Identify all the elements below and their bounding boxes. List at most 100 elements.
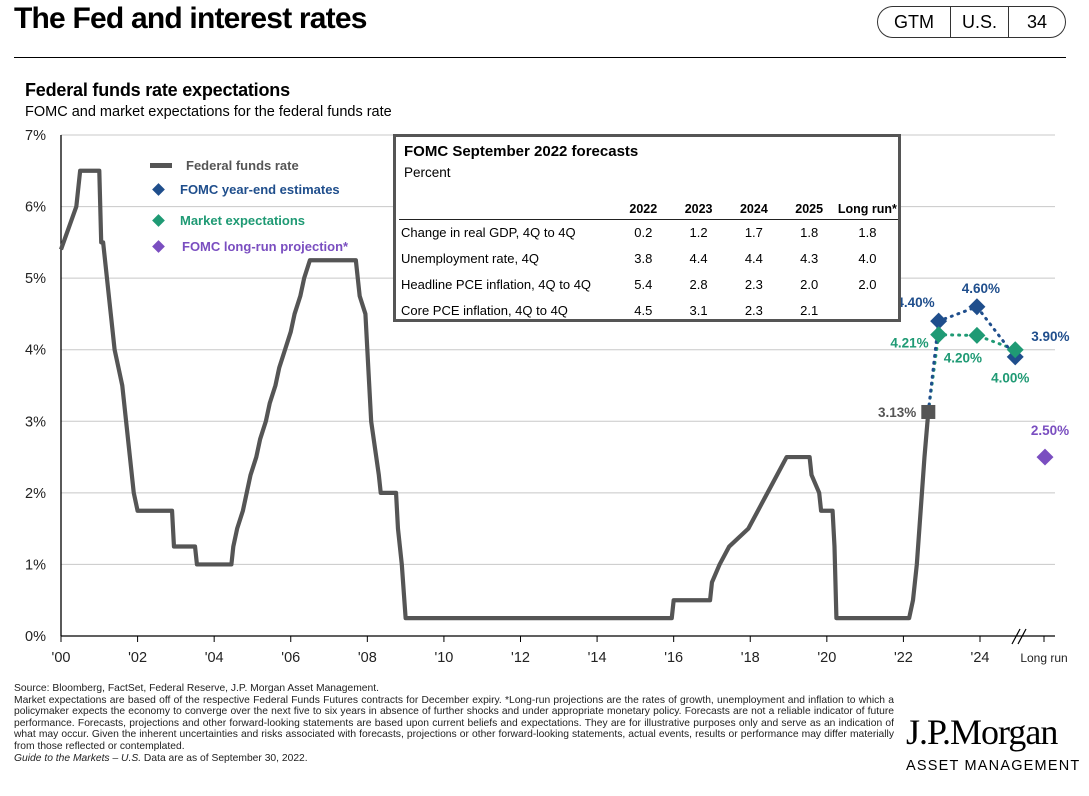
fomc-estimate-marker: [968, 298, 986, 316]
table-cell: 4.4: [744, 251, 763, 266]
table-cell: [837, 298, 898, 324]
x-tick-label: '00: [52, 650, 71, 666]
market-expectation-marker: [930, 326, 948, 344]
diamond-icon: [152, 183, 165, 196]
line-swatch-icon: [150, 163, 172, 168]
y-tick-label: 6%: [25, 200, 46, 216]
table-cell: 1.8: [858, 225, 877, 240]
table-cell: 1.2: [689, 225, 708, 240]
table-cell: 3.8: [634, 251, 653, 266]
badge-page-number: 34: [1026, 12, 1048, 32]
table-row: Change in real GDP, 4Q to 4Q 0.2 1.2 1.7 1.8…: [399, 220, 898, 247]
fed-funds-chart: 0% 1% 2% 3% 4% 5% 6% 7% '00 '02 '04 '06 '08 '10 '12 '14…: [25, 128, 1069, 666]
table-cell: 4.0: [858, 251, 877, 266]
market-expectation-marker: [1006, 341, 1024, 359]
table-cell: 0.2: [634, 225, 653, 240]
table-cell: 2.3: [744, 303, 763, 318]
x-tick-label: '18: [741, 650, 760, 666]
guide-note: Guide to the Markets – U.S. Data are as …: [14, 753, 894, 765]
y-tick-label: 3%: [25, 414, 46, 430]
footnotes: Source: Bloomberg, FactSet, Federal Rese…: [14, 683, 894, 764]
page-title: The Fed and interest rates: [14, 2, 367, 35]
table-cell: 2.1: [800, 303, 819, 318]
column-header: 2025: [781, 182, 837, 220]
diamond-icon: [152, 214, 165, 227]
fomc-forecast-table: 2022 2023 2024 2025 Long run* Change in …: [399, 182, 898, 324]
column-header: 2022: [615, 182, 671, 220]
column-header: 2023: [670, 182, 727, 220]
column-header: Long run*: [836, 182, 898, 220]
data-date: Data are as of September 30, 2022.: [141, 752, 308, 764]
fed-funds-rate-line: [59, 168, 931, 621]
legend-item-longrun: FOMC long-run projection*: [152, 239, 348, 254]
axis-break-mark: [1011, 628, 1021, 645]
axis-break-mark: [1017, 628, 1027, 645]
table-row: Headline PCE inflation, 4Q to 4Q 5.4 2.8 2.…: [399, 272, 898, 298]
x-tick-label: '08: [358, 650, 377, 666]
logo-subtitle: ASSET MANAGEMENT: [906, 758, 1081, 774]
fomc-estimate-label: 4.40%: [896, 295, 934, 310]
y-tick-label: 1%: [25, 557, 46, 573]
table-cell: 2.0: [858, 277, 877, 292]
table-header-row: 2022 2023 2024 2025 Long run*: [399, 182, 898, 220]
market-expectation-marker: [968, 326, 986, 344]
x-tick-label: Long run: [1020, 651, 1067, 665]
table-cell: 2.8: [689, 277, 708, 292]
page-badge: GTM U.S. 34: [877, 6, 1066, 38]
source-note: Source: Bloomberg, FactSet, Federal Rese…: [14, 683, 379, 694]
y-tick-label: 4%: [25, 343, 46, 359]
table-row: Core PCE inflation, 4Q to 4Q 4.5 3.1 2.3 2.1: [399, 298, 898, 324]
x-tick-label: '16: [664, 650, 683, 666]
table-cell: 1.7: [744, 225, 763, 240]
row-label: Headline PCE inflation, 4Q to 4Q: [401, 277, 592, 292]
current-rate-label: 3.13%: [878, 405, 916, 420]
x-tick-label: '20: [817, 650, 836, 666]
longrun-projection-marker: [1036, 448, 1054, 466]
x-tick-label: '22: [894, 650, 913, 666]
y-tick-label: 0%: [25, 629, 46, 645]
x-tick-label: '06: [281, 650, 300, 666]
table-cell: 5.4: [634, 277, 653, 292]
legend-label: FOMC year-end estimates: [180, 182, 340, 197]
badge-gtm: GTM: [878, 7, 951, 37]
row-label: Change in real GDP, 4Q to 4Q: [401, 225, 576, 240]
market-expectation-label: 4.00%: [991, 371, 1029, 386]
disclaimer-note: Market expectations are based off of the…: [14, 694, 894, 752]
longrun-projection-label: 2.50%: [1031, 423, 1069, 438]
table-cell: 4.5: [634, 303, 653, 318]
x-tick-label: '02: [128, 650, 147, 666]
table-cell: 4.3: [800, 251, 819, 266]
table-cell: 2.0: [800, 277, 819, 292]
fomc-table-subtitle: Percent: [404, 165, 451, 180]
legend-item-fomc: FOMC year-end estimates: [152, 182, 340, 197]
x-tick-label: '14: [588, 650, 607, 666]
legend-label: Market expectations: [180, 213, 305, 228]
y-tick-label: 7%: [25, 128, 46, 144]
fomc-table-title: FOMC September 2022 forecasts: [404, 143, 639, 160]
jpmorgan-logo: J.P.Morgan ASSET MANAGEMENT: [906, 714, 1080, 774]
y-tick-label: 5%: [25, 271, 46, 287]
legend-item-market: Market expectations: [152, 213, 305, 228]
fomc-forecast-table-box: FOMC September 2022 forecasts Percent 20…: [393, 134, 901, 322]
row-label: Unemployment rate, 4Q: [401, 251, 540, 266]
fomc-estimate-label: 3.90%: [1031, 329, 1069, 344]
logo-wordmark: J.P.Morgan: [906, 712, 1058, 752]
table-cell: 3.1: [689, 303, 708, 318]
legend-label: Federal funds rate: [186, 158, 299, 173]
chart-subtitle: FOMC and market expectations for the fed…: [25, 104, 392, 120]
guide-title: Guide to the Markets – U.S.: [14, 752, 142, 764]
market-expectation-label: 4.20%: [944, 350, 982, 365]
row-label: Core PCE inflation, 4Q to 4Q: [401, 303, 568, 318]
fed-funds-current-marker: [921, 404, 936, 419]
x-tick-label: '12: [511, 650, 530, 666]
y-tick-label: 2%: [25, 486, 46, 502]
market-expectations-line: [926, 333, 1017, 414]
x-tick-label: '10: [434, 650, 453, 666]
table-cell: 2.3: [744, 277, 763, 292]
header-divider: [14, 57, 1066, 59]
diamond-icon: [152, 240, 165, 253]
table-row: Unemployment rate, 4Q 3.8 4.4 4.4 4.3 4.0: [399, 246, 898, 272]
fomc-estimate-label: 4.60%: [962, 281, 1000, 296]
x-tick-label: '24: [971, 650, 990, 666]
table-cell: 4.4: [689, 251, 708, 266]
